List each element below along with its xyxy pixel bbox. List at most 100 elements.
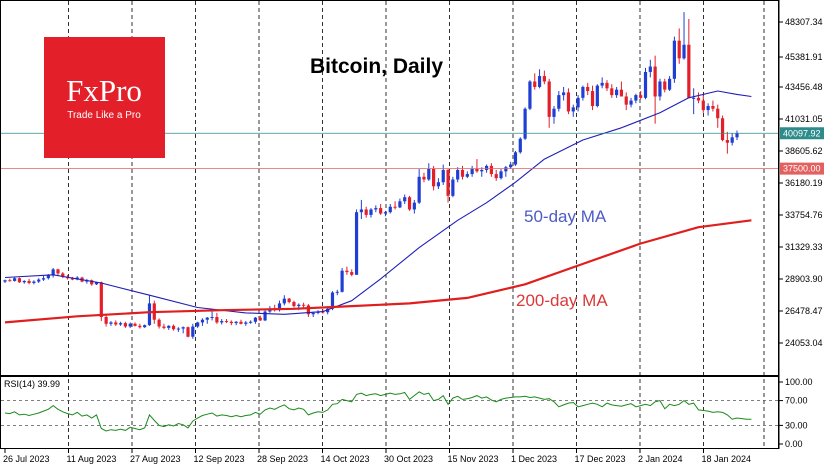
price-candle xyxy=(465,171,469,179)
price-candle xyxy=(234,321,238,326)
price-candle xyxy=(340,267,344,293)
price-candle xyxy=(643,67,648,100)
logo-brand: FxPro xyxy=(66,73,142,108)
price-candle xyxy=(22,280,26,284)
price-candle xyxy=(345,266,349,275)
price-candle xyxy=(547,78,551,128)
price-candle xyxy=(716,104,720,128)
price-candle xyxy=(412,199,416,214)
price-tick-label: 38605.62 xyxy=(785,146,823,156)
price-candle xyxy=(17,277,22,283)
price-candle xyxy=(104,314,108,327)
price-candle xyxy=(576,95,580,112)
rsi-axis: 100.00 70.00 30.00 0.00 xyxy=(779,377,813,449)
rsi-pane xyxy=(1,391,778,432)
date-tick-label: 2 Jan 2024 xyxy=(638,454,683,464)
price-candle xyxy=(3,279,7,283)
price-candle xyxy=(220,319,224,325)
price-tick-label: 45381.91 xyxy=(785,52,823,62)
price-candle xyxy=(653,55,657,124)
price-candle xyxy=(557,91,561,112)
rsi-label: RSI(14) 39.99 xyxy=(4,379,60,389)
price-tick-label: 36180.19 xyxy=(785,178,823,188)
rsi-tick-label: 70.00 xyxy=(785,396,808,406)
price-tick-label: 24053.04 xyxy=(785,338,823,348)
price-candle xyxy=(407,195,412,211)
price-candle xyxy=(90,279,94,286)
date-tick-label: 30 Oct 2023 xyxy=(384,454,433,464)
price-candle xyxy=(605,80,609,92)
price-candle xyxy=(32,280,36,285)
price-candle xyxy=(706,103,710,116)
price-candle xyxy=(263,308,267,322)
price-candle xyxy=(282,295,286,306)
date-tick-label: 18 Jan 2024 xyxy=(702,454,752,464)
date-tick-label: 26 Jul 2023 xyxy=(3,454,50,464)
price-candle xyxy=(244,321,248,326)
price-candle xyxy=(41,275,46,281)
price-candle xyxy=(403,194,407,205)
price-candle xyxy=(523,107,527,141)
price-candle xyxy=(725,131,729,154)
price-candle xyxy=(157,318,161,329)
price-candle xyxy=(335,289,339,296)
fxpro-logo: FxPro Trade Like a Pro xyxy=(44,37,165,158)
price-candle xyxy=(109,321,113,326)
price-candle xyxy=(456,167,460,183)
price-candle xyxy=(176,327,180,332)
price-candle xyxy=(494,169,498,181)
price-candle xyxy=(8,278,12,282)
price-candle xyxy=(364,206,368,218)
price-candle xyxy=(138,323,142,329)
price-candle xyxy=(682,12,686,60)
price-candle xyxy=(133,322,137,327)
rsi-pane-frame xyxy=(0,376,779,449)
price-candle xyxy=(639,91,643,100)
price-candle xyxy=(518,137,522,154)
price-candle xyxy=(210,311,214,321)
price-candle xyxy=(215,312,219,324)
price-candle xyxy=(369,208,373,218)
price-candle xyxy=(167,325,171,330)
price-candle xyxy=(509,161,513,169)
price-candle xyxy=(711,100,715,112)
price-candle xyxy=(432,165,436,191)
logo-background xyxy=(44,37,165,158)
price-candle xyxy=(672,36,676,83)
price-candle xyxy=(56,268,60,276)
price-candle xyxy=(610,84,614,98)
price-candle xyxy=(730,133,734,146)
price-candle xyxy=(533,73,537,90)
price-candle xyxy=(552,106,556,124)
price-tick-label: 41031.05 xyxy=(785,114,823,124)
price-candle xyxy=(229,320,233,326)
level-badge: 37500.00 xyxy=(780,162,824,175)
price-candle xyxy=(359,199,363,219)
price-candle xyxy=(658,78,662,101)
price-candle xyxy=(181,326,185,334)
date-tick-label: 11 Aug 2023 xyxy=(67,454,117,464)
date-tick-label: 1 Dec 2023 xyxy=(511,454,557,464)
price-candle xyxy=(537,69,542,89)
price-tick-label: 43456.48 xyxy=(785,82,823,92)
date-tick-label: 14 Oct 2023 xyxy=(321,454,370,464)
date-tick-label: 15 Nov 2023 xyxy=(448,454,499,464)
price-candle xyxy=(292,300,296,308)
price-candle xyxy=(696,92,701,104)
price-candle xyxy=(634,93,638,104)
price-candle xyxy=(326,307,330,315)
price-candle xyxy=(417,168,421,205)
price-candle xyxy=(648,59,652,78)
date-tick-label: 12 Sep 2023 xyxy=(194,454,245,464)
price-candle xyxy=(143,324,147,328)
price-candle xyxy=(354,209,359,275)
price-candle xyxy=(667,76,672,92)
price-candle xyxy=(171,324,176,331)
price-candle xyxy=(147,295,152,326)
price-candle xyxy=(528,80,532,111)
price-candle xyxy=(51,267,55,278)
price-candle xyxy=(350,269,354,277)
last-price-label: 40097.92 xyxy=(783,128,821,138)
price-candle xyxy=(61,272,65,279)
